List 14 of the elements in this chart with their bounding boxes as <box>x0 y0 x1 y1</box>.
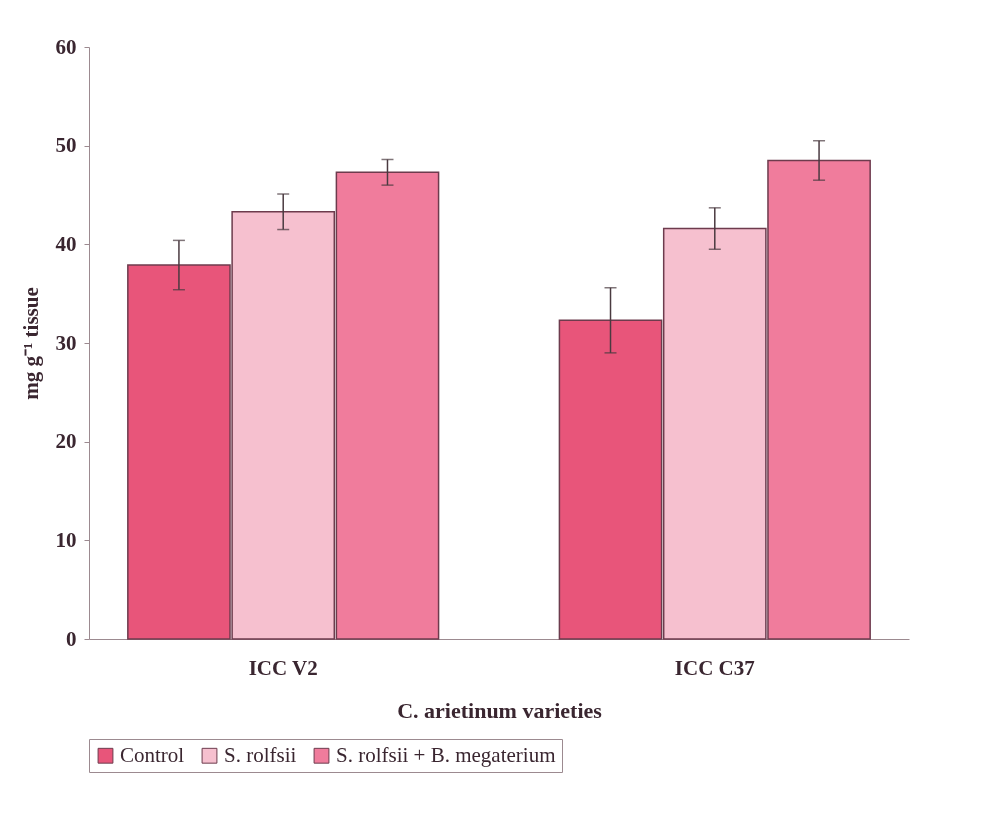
y-tick-label: 40 <box>55 231 77 256</box>
y-tick-label: 20 <box>55 429 77 454</box>
legend-label: Control <box>120 742 185 767</box>
x-tick-label: ICC V2 <box>248 655 318 680</box>
y-axis-title: mg g⁻¹ tissue <box>18 287 43 400</box>
y-tick-label: 30 <box>55 330 77 355</box>
x-tick-label: ICC C37 <box>674 655 755 680</box>
legend-label: S. rolfsii <box>224 742 297 767</box>
y-tick-label: 10 <box>55 527 77 552</box>
y-tick-label: 50 <box>55 133 77 158</box>
y-tick-label: 60 <box>55 34 77 59</box>
y-tick-label: 0 <box>66 626 77 651</box>
legend-label: S. rolfsii + B. megaterium <box>336 742 556 767</box>
x-axis-title: C. arietinum varieties <box>397 697 603 723</box>
